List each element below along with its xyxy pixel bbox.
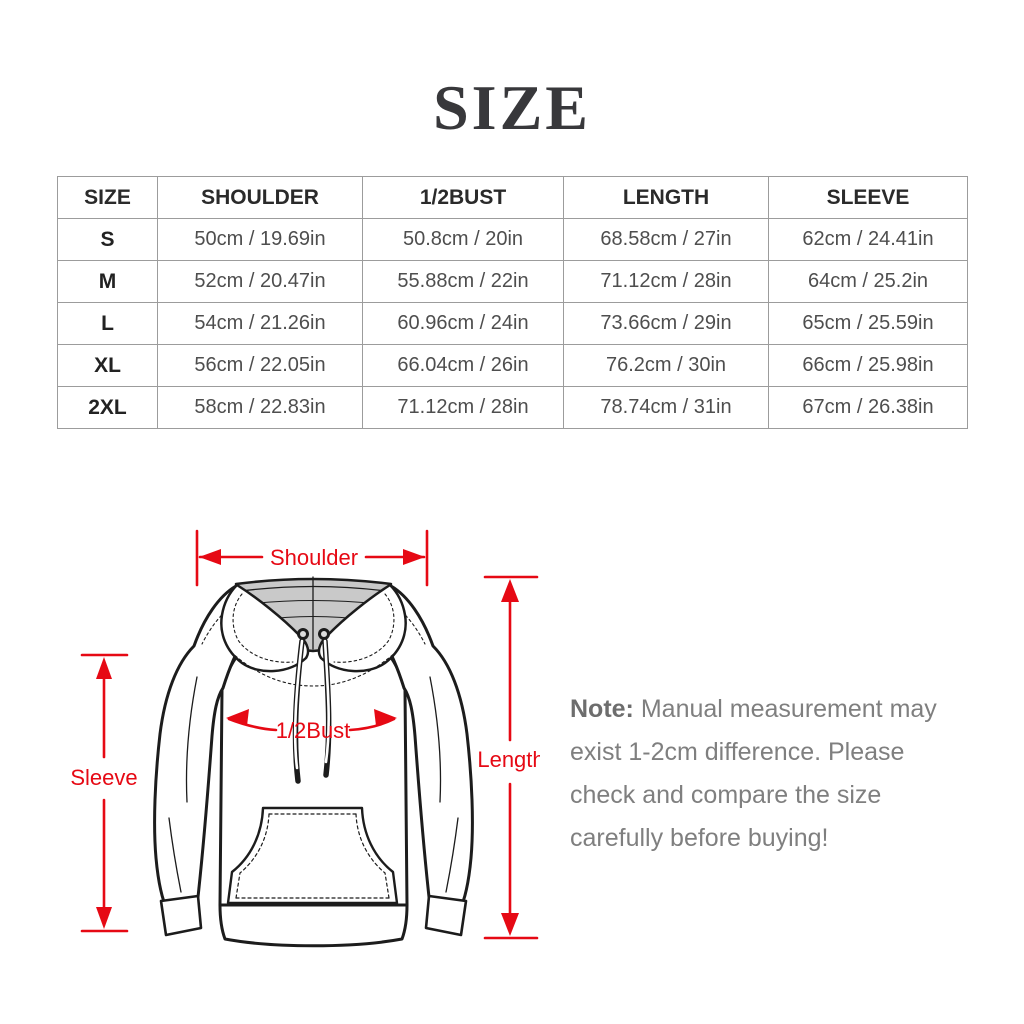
table-cell: 52cm / 20.47in xyxy=(157,260,363,303)
table-cell: 73.66cm / 29in xyxy=(563,302,769,345)
bust-arrow-line xyxy=(348,717,396,732)
hood-fold-right xyxy=(317,583,407,673)
measurement-arrows: Shoulder 1/2Bust Length xyxy=(70,529,540,940)
column-header-length: LENGTH xyxy=(563,176,769,219)
hoodie-illustration xyxy=(153,576,474,948)
table-row: L 54cm / 21.26in 60.96cm / 24in 73.66cm … xyxy=(57,302,968,345)
hoodie-right-cuff xyxy=(424,894,468,937)
sleeve-arrow-label: Sleeve xyxy=(70,765,137,790)
table-cell: 71.12cm / 28in xyxy=(563,260,769,303)
table-row: XL 56cm / 22.05in 66.04cm / 26in 76.2cm … xyxy=(57,344,968,387)
size-table: SIZE SHOULDER 1/2BUST LENGTH SLEEVE S 50… xyxy=(57,176,968,429)
note-line: exist 1-2cm difference. Please xyxy=(570,738,905,766)
table-cell: 64cm / 25.2in xyxy=(768,260,968,303)
collar-stitch xyxy=(230,651,397,687)
eyelet xyxy=(300,631,306,637)
table-cell: 58cm / 22.83in xyxy=(157,386,363,429)
size-label: L xyxy=(57,302,158,345)
table-cell: 65cm / 25.59in xyxy=(768,302,968,345)
hoodie-hem xyxy=(218,903,409,948)
sleeve-fold-line xyxy=(185,676,198,803)
table-cell: 71.12cm / 28in xyxy=(362,386,564,429)
column-header-sleeve: SLEEVE xyxy=(768,176,968,219)
note-text: Manual measurement may xyxy=(640,695,937,723)
drawstring-right xyxy=(323,639,330,764)
kangaroo-pocket xyxy=(226,806,399,905)
table-cell: 50.8cm / 20in xyxy=(362,218,564,261)
hoodie-left-cuff xyxy=(159,894,203,937)
table-cell: 66cm / 25.98in xyxy=(768,344,968,387)
size-label: XL xyxy=(57,344,158,387)
table-row: S 50cm / 19.69in 50.8cm / 20in 68.58cm /… xyxy=(57,218,968,261)
note-line: carefully before buying! xyxy=(570,824,829,852)
arrowhead-left xyxy=(226,709,249,726)
table-cell: 62cm / 24.41in xyxy=(768,218,968,261)
table-row: M 52cm / 20.47in 55.88cm / 22in 71.12cm … xyxy=(57,260,968,303)
table-cell: 68.58cm / 27in xyxy=(563,218,769,261)
sleeve-arrow: Sleeve xyxy=(70,653,138,933)
measurement-note: Note: Manual measurement may exist 1-2cm… xyxy=(570,688,982,860)
table-cell: 78.74cm / 31in xyxy=(563,386,769,429)
hoodie-left-sleeve xyxy=(153,584,246,904)
shoulder-stitch xyxy=(388,600,426,645)
table-cell: 56cm / 22.05in xyxy=(157,344,363,387)
eyelet xyxy=(321,631,327,637)
table-row: 2XL 58cm / 22.83in 71.12cm / 28in 78.74c… xyxy=(57,386,968,429)
table-cell: 67cm / 26.38in xyxy=(768,386,968,429)
hoodie-right-sleeve xyxy=(381,584,474,904)
arrowhead-down xyxy=(501,913,519,936)
arrowhead-right xyxy=(374,709,397,726)
table-cell: 54cm / 21.26in xyxy=(157,302,363,345)
sleeve-fold-line xyxy=(445,817,459,893)
table-cell: 60.96cm / 24in xyxy=(362,302,564,345)
arrowhead-right xyxy=(403,549,425,565)
shoulder-arrow-label: Shoulder xyxy=(270,545,358,570)
shoulder-arrow: Shoulder xyxy=(195,529,429,587)
arrowhead-left xyxy=(199,549,221,565)
column-header-bust: 1/2BUST xyxy=(362,176,564,219)
sleeve-fold-line xyxy=(429,676,442,803)
table-header-row: SIZE SHOULDER 1/2BUST LENGTH SLEEVE xyxy=(57,176,968,219)
length-arrow: Length xyxy=(477,575,540,940)
length-arrow-label: Length xyxy=(477,747,540,772)
size-label: M xyxy=(57,260,158,303)
arrowhead-up xyxy=(96,657,112,679)
pocket-stitch xyxy=(355,813,390,899)
size-label: 2XL xyxy=(57,386,158,429)
arrowhead-down xyxy=(96,907,112,929)
bust-arrow-label: 1/2Bust xyxy=(276,718,351,743)
arrowhead-up xyxy=(501,579,519,602)
page-title: SIZE xyxy=(433,72,591,143)
note-line: check and compare the size xyxy=(570,781,882,809)
drawstring-left xyxy=(293,639,304,770)
bust-arrow: 1/2Bust xyxy=(226,709,397,743)
column-header-shoulder: SHOULDER xyxy=(157,176,363,219)
table-cell: 50cm / 19.69in xyxy=(157,218,363,261)
hoodie-measurement-diagram: Shoulder 1/2Bust Length xyxy=(70,529,540,948)
table-cell: 55.88cm / 22in xyxy=(362,260,564,303)
pocket-stitch xyxy=(235,813,270,899)
size-label: S xyxy=(57,218,158,261)
table-cell: 76.2cm / 30in xyxy=(563,344,769,387)
hood-fold-left xyxy=(220,583,310,673)
table-cell: 66.04cm / 26in xyxy=(362,344,564,387)
note-label: Note: xyxy=(570,695,634,723)
note-line: Note: Manual measurement may xyxy=(570,688,982,731)
shoulder-stitch xyxy=(201,600,239,645)
sleeve-fold-line xyxy=(168,817,182,893)
column-header-size: SIZE xyxy=(57,176,158,219)
